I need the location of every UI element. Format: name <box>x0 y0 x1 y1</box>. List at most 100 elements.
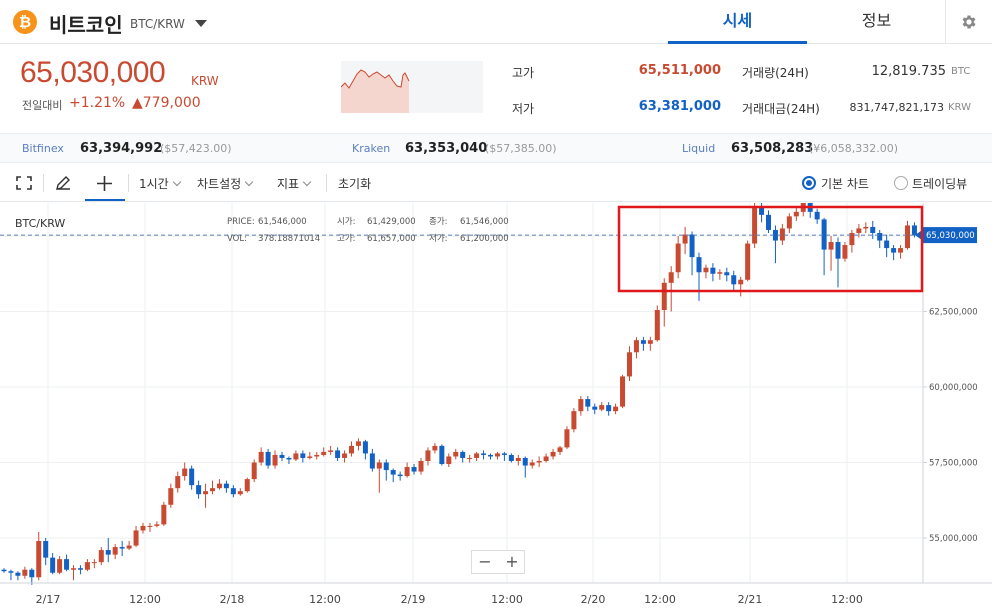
candle-body <box>439 445 445 465</box>
candle <box>474 451 480 461</box>
candle <box>418 457 424 475</box>
crosshair-button[interactable] <box>85 164 125 201</box>
radio-basic-chart[interactable] <box>802 176 816 190</box>
candle <box>349 441 354 457</box>
y-tick-label: 62,500,000 <box>929 308 978 318</box>
candle-body <box>661 282 667 310</box>
candle-body <box>759 207 765 215</box>
candle-body <box>355 441 361 446</box>
candlestick-chart[interactable]: 65,000,00062,500,00060,000,00057,500,000… <box>0 203 992 614</box>
candle <box>891 245 897 261</box>
coin-header: ₿ 비트코인 BTC/KRW 시세 정보 <box>0 0 992 44</box>
chevron-down-icon[interactable] <box>195 20 207 27</box>
candle <box>536 456 542 468</box>
y-tick-label: 60,000,000 <box>929 383 978 393</box>
tradingview-label[interactable]: 트레이딩뷰 <box>912 177 968 191</box>
candle <box>800 203 806 217</box>
tab-price[interactable]: 시세 <box>668 0 807 44</box>
candle-body <box>251 462 257 480</box>
candle <box>168 483 174 508</box>
exchange-name-liquid: Liquid <box>682 142 716 155</box>
coin-name[interactable]: 비트코인 <box>49 13 123 37</box>
candle-body <box>620 376 626 407</box>
candle <box>203 483 209 508</box>
candle-body <box>884 240 890 249</box>
x-axis-ticks: 2/17 12:00 2/18 12:00 2/19 12:00 2/20 12:00 2/21… <box>36 593 863 606</box>
candle <box>154 521 160 528</box>
candle-body <box>633 340 639 353</box>
candle-body <box>432 445 438 451</box>
basic-chart-label[interactable]: 기본 차트 <box>821 177 869 191</box>
info-high-label: 고가: <box>337 234 356 244</box>
candle <box>627 346 632 381</box>
zoom-in-button[interactable]: + <box>505 552 519 571</box>
chart-settings-dropdown[interactable]: 차트설정 <box>197 175 254 192</box>
candle <box>112 544 118 560</box>
info-vol-value: 378.18871014 <box>258 234 320 244</box>
trade-value-label: 거래대금(24H) <box>742 102 820 116</box>
highlight-box <box>617 205 924 293</box>
candle-body <box>474 453 480 458</box>
candle <box>453 448 459 460</box>
indicators-dropdown[interactable]: 지표 <box>277 175 312 192</box>
candle-body <box>905 225 910 249</box>
candle <box>182 462 188 481</box>
candle <box>585 396 591 412</box>
candle-body <box>307 456 313 458</box>
chevron-down-icon <box>244 177 254 187</box>
exchange-usd-kraken: ($57,385.00) <box>485 142 557 155</box>
candle <box>397 471 403 481</box>
candle-body <box>133 530 139 546</box>
current-price-tag-arrow <box>915 230 922 241</box>
fullscreen-icon[interactable] <box>16 176 32 190</box>
info-close-value: 61,546,000 <box>460 217 509 227</box>
gear-icon <box>962 15 976 29</box>
candle <box>328 445 334 455</box>
candle <box>620 374 626 409</box>
interval-dropdown[interactable]: 1시간 <box>139 175 181 192</box>
candle <box>488 453 493 460</box>
exchange-reference-bar: Bitfinex 63,394,992 ($57,423.00) Kraken … <box>0 133 992 163</box>
candle <box>905 220 910 250</box>
x-tick-label: 12:00 <box>129 593 161 606</box>
candle <box>57 556 63 575</box>
candle-body <box>564 429 570 448</box>
indicators-label: 지표 <box>277 177 300 191</box>
tab-info[interactable]: 정보 <box>861 11 892 30</box>
candle-body <box>300 453 306 458</box>
candle-body <box>376 462 382 469</box>
candle <box>640 336 646 351</box>
chart-canvas[interactable]: 65,000,00062,500,00060,000,00057,500,000… <box>0 203 992 614</box>
candle <box>682 226 688 255</box>
candle-body <box>293 453 299 460</box>
candle <box>460 450 466 463</box>
candle <box>196 480 202 499</box>
candle-body <box>244 479 250 492</box>
change-amount: ▲779,000 <box>132 95 201 111</box>
x-tick-label: 2/18 <box>220 593 245 606</box>
candle <box>898 245 904 259</box>
coin-pair[interactable]: BTC/KRW <box>130 17 185 31</box>
pencil-icon[interactable] <box>55 175 71 191</box>
y-axis-ticks: 65,000,00062,500,00060,000,00057,500,000… <box>923 232 978 544</box>
reset-button[interactable]: 초기화 <box>338 177 372 191</box>
candle <box>43 538 49 566</box>
candle-body <box>724 272 730 276</box>
candle <box>807 203 813 218</box>
zoom-out-button[interactable]: − <box>478 552 492 571</box>
zoom-controls: − + <box>471 550 525 574</box>
candle-body <box>43 541 49 558</box>
settings-button[interactable] <box>945 0 992 44</box>
candle <box>710 263 716 282</box>
radio-tradingview[interactable] <box>894 176 908 190</box>
candle-body <box>592 406 598 410</box>
candle-body <box>210 488 215 492</box>
candle <box>772 225 778 264</box>
candle <box>279 451 285 461</box>
candle <box>752 203 758 249</box>
candle <box>91 559 97 569</box>
candle-body <box>196 485 202 495</box>
candle-body <box>467 457 473 459</box>
candle-body <box>766 214 771 230</box>
candle <box>446 453 452 468</box>
